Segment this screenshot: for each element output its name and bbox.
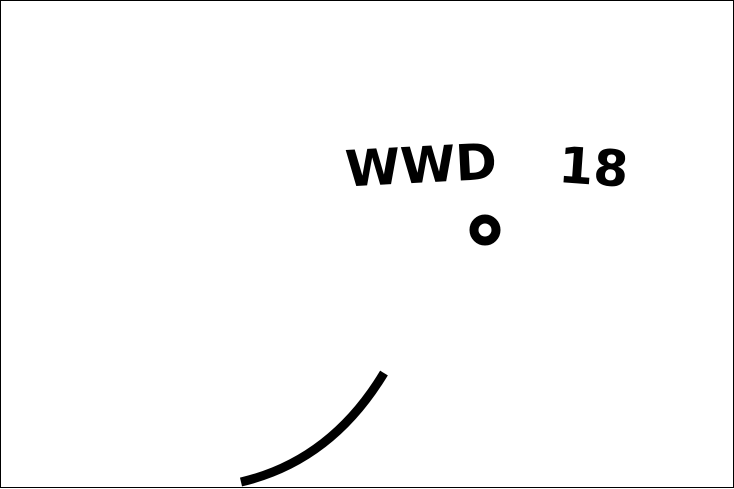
arc-stroke — [239, 370, 388, 487]
ring-icon — [469, 214, 501, 246]
label-18: 18 — [557, 136, 630, 199]
label-wwd: WWD — [344, 133, 499, 199]
